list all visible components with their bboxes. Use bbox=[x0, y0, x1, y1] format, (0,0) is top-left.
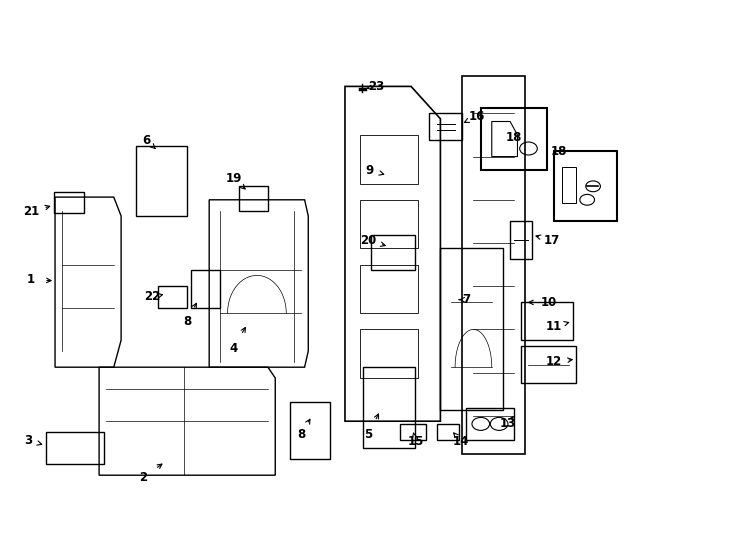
Text: 19: 19 bbox=[225, 172, 241, 185]
Text: 18: 18 bbox=[551, 145, 567, 158]
Text: 10: 10 bbox=[541, 296, 557, 309]
Text: 20: 20 bbox=[360, 234, 377, 247]
Text: 21: 21 bbox=[23, 205, 39, 218]
Text: 8: 8 bbox=[297, 428, 305, 441]
Text: 13: 13 bbox=[500, 417, 516, 430]
Text: 8: 8 bbox=[183, 315, 192, 328]
Bar bbox=[360, 200, 418, 248]
Bar bbox=[481, 108, 547, 170]
Text: 11: 11 bbox=[546, 320, 562, 333]
Text: 6: 6 bbox=[142, 134, 151, 147]
Bar bbox=[360, 265, 418, 313]
Text: 23: 23 bbox=[368, 80, 384, 93]
Text: 9: 9 bbox=[366, 164, 374, 177]
Bar bbox=[360, 329, 418, 378]
Text: 15: 15 bbox=[407, 435, 424, 448]
Text: 14: 14 bbox=[453, 435, 469, 448]
Bar bbox=[360, 135, 418, 184]
Text: 16: 16 bbox=[469, 110, 485, 123]
Text: 17: 17 bbox=[544, 234, 560, 247]
Text: 7: 7 bbox=[462, 293, 470, 306]
Text: 1: 1 bbox=[26, 273, 35, 286]
Text: 18: 18 bbox=[506, 131, 522, 144]
Text: 2: 2 bbox=[139, 471, 148, 484]
Text: 5: 5 bbox=[364, 428, 373, 441]
Text: 4: 4 bbox=[229, 342, 238, 355]
Bar bbox=[554, 151, 617, 221]
Text: 22: 22 bbox=[145, 291, 161, 303]
Text: 12: 12 bbox=[546, 355, 562, 368]
Text: 3: 3 bbox=[23, 434, 32, 447]
